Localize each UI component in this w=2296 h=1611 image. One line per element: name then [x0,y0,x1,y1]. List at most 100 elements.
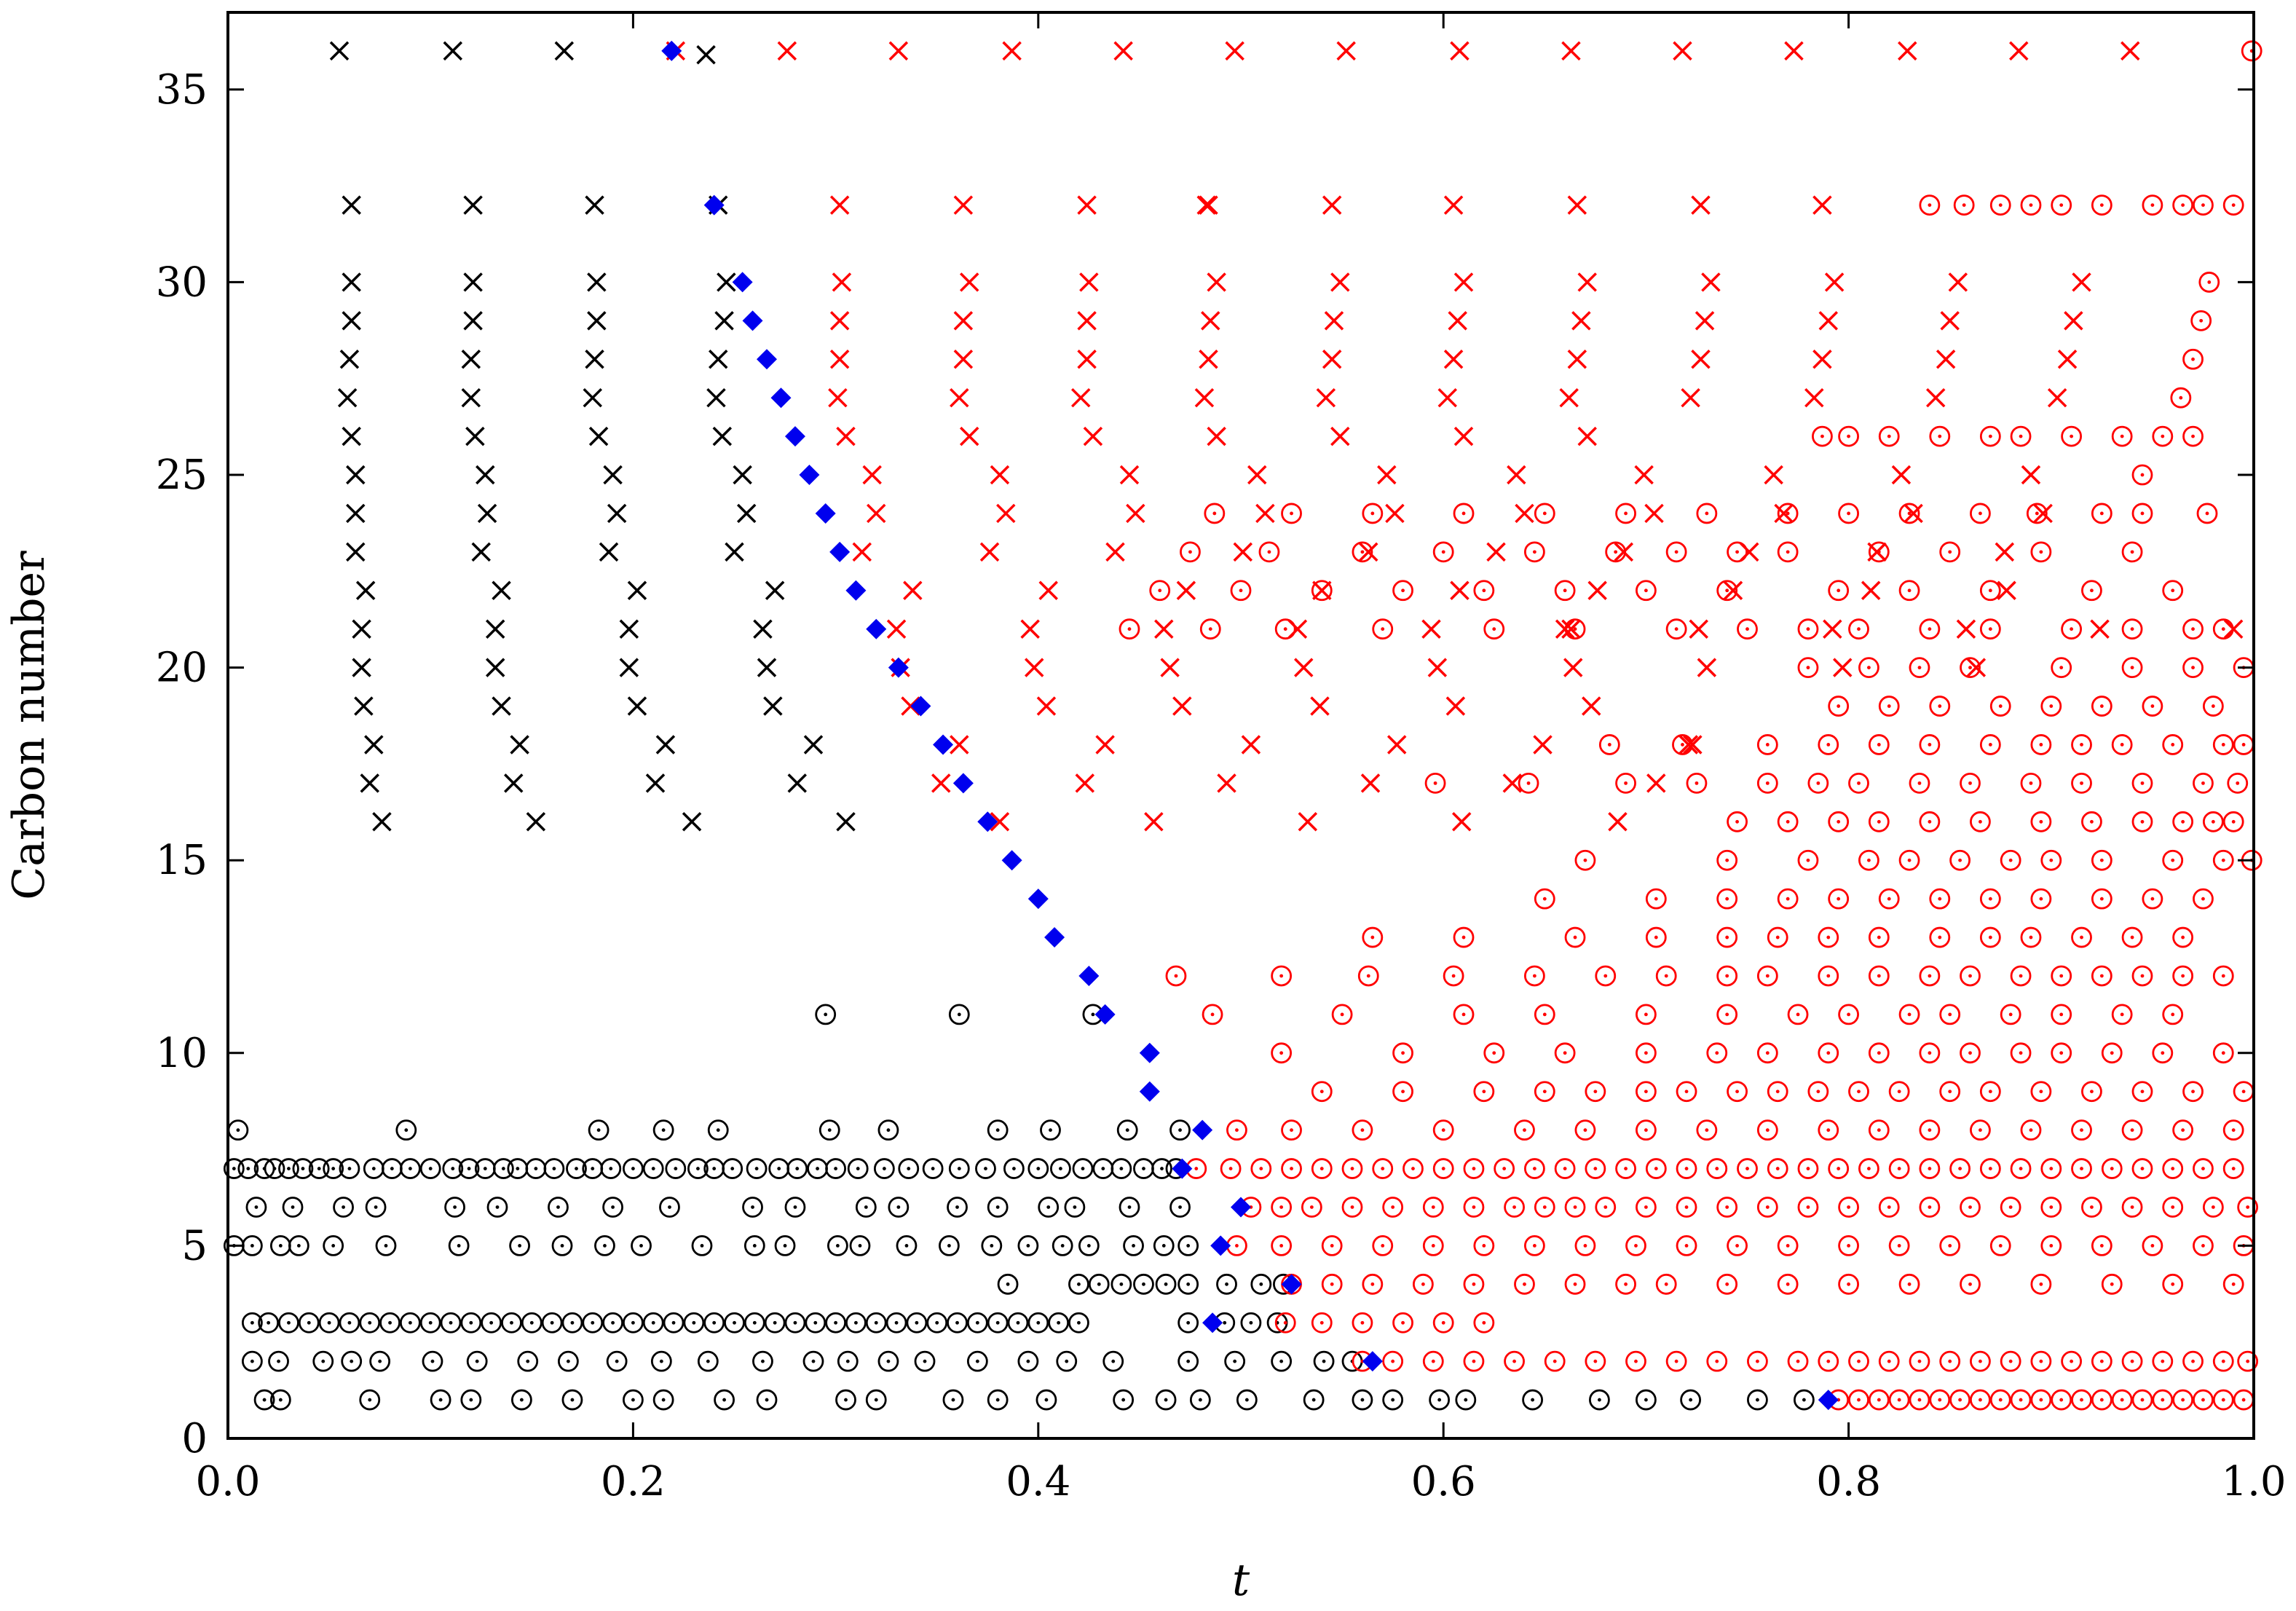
circle-ring [442,1158,464,1179]
circle-center-dot [321,1359,326,1363]
circle-center-dot [1684,1244,1689,1248]
circle-ring [1838,425,1860,447]
circle-ring [1818,1119,1839,1141]
circle-ring [1878,1350,1900,1372]
circle-point [2121,618,2143,640]
circle-center-dot [1847,434,1851,438]
cross-point [342,272,361,292]
circle-center-dot [250,1359,254,1363]
diamond-point [1192,1119,1213,1141]
circle-ring [2040,849,2062,871]
circle-center-dot [793,1320,797,1325]
circle-center-dot [1381,1167,1385,1170]
circle-ring [815,1004,837,1025]
circle-point [1868,734,1890,755]
circle-ring [1119,618,1140,640]
circle-ring [1574,849,1596,871]
circle-point [1432,1119,1454,1141]
cross-point [364,735,384,755]
circle-ring [1048,1312,1070,1334]
circle-center-dot [1887,704,1891,708]
circle-center-dot [2110,1167,2114,1170]
cross-point [587,311,607,331]
circle-center-dot [2070,627,2074,631]
circle-point [1453,503,1475,524]
diamond-point [1094,1004,1116,1025]
circle-center-dot [765,1398,769,1402]
circle-ring [1236,1389,1258,1411]
circle-center-dot [267,1320,271,1325]
circle-ring [1595,1197,1617,1218]
cross-point [1119,465,1140,485]
circle-point [697,1350,719,1372]
circle-ring [1564,926,1586,948]
cross-point [1160,658,1180,677]
circle-point [1362,926,1384,948]
circle-center-dot [1847,1012,1851,1017]
circle-ring [947,1197,968,1218]
circle-ring [1858,1158,1879,1179]
circle-point [1979,580,2001,602]
circle-center-dot [2150,897,2155,901]
circle-center-dot [2059,1051,2064,1055]
circle-ring [2101,1158,2123,1179]
circle-ring [1696,503,1718,524]
cross-point [1225,41,1244,61]
circle-point [510,1389,532,1411]
circle-ring [1919,811,1941,832]
circle-center-dot [1907,1012,1912,1017]
cross-point [1689,619,1708,639]
circle-center-dot [575,1167,578,1170]
circle-ring [2010,1042,2032,1064]
circle-point [2193,194,2214,216]
circle-point [1655,965,1677,987]
circle-ring [2193,1158,2214,1179]
circle-point [1473,1081,1495,1103]
cross-point [463,195,483,215]
circle-point [2212,1042,2234,1064]
circle-ring [241,1350,263,1372]
circle-center-dot [1244,1398,1249,1402]
circle-center-dot [1553,1359,1557,1363]
circle-ring [2040,1158,2062,1179]
circle-ring [1422,1235,1444,1256]
circle-center-dot [2221,627,2225,631]
circle-point [873,1158,895,1179]
circle-ring [2172,965,2194,987]
cross-point [1691,195,1711,215]
diamond-point [933,734,954,755]
circle-ring [1645,888,1667,910]
cross-point [1298,812,1318,832]
cross-point [1925,387,1946,408]
circle-ring [1271,1042,1293,1064]
circle-center-dot [1802,1398,1806,1402]
circle-ring [2222,194,2244,216]
circle-ring [1737,618,1758,640]
cross-point [1359,542,1378,562]
circle-center-dot [1725,858,1729,862]
circle-point [1878,425,1900,447]
circle-center-dot [1968,781,1972,785]
circle-center-dot [1194,1167,1199,1170]
circle-ring [1848,618,1869,640]
x-tick-label: 0.2 [601,1458,666,1505]
circle-ring [1392,1081,1413,1103]
circle-center-dot [1695,781,1699,785]
cross-point [1582,696,1601,716]
circle-point [1352,541,1373,563]
circle-center-dot [1735,1244,1739,1248]
circle-center-dot [1928,203,1932,207]
circle-ring [885,1312,907,1334]
circle-point [1686,772,1708,794]
circle-ring [1919,194,1941,216]
circle-center-dot [2049,1205,2054,1209]
circle-point [1149,580,1171,602]
circle-center-dot [813,1320,818,1325]
circle-center-dot [1542,897,1547,901]
circle-point [896,1235,918,1256]
circle-center-dot [1563,1051,1567,1055]
circle-ring [1088,1273,1110,1295]
cross-point [1322,350,1342,369]
circle-center-dot [827,1128,832,1133]
circle-ring [2237,1350,2259,1372]
